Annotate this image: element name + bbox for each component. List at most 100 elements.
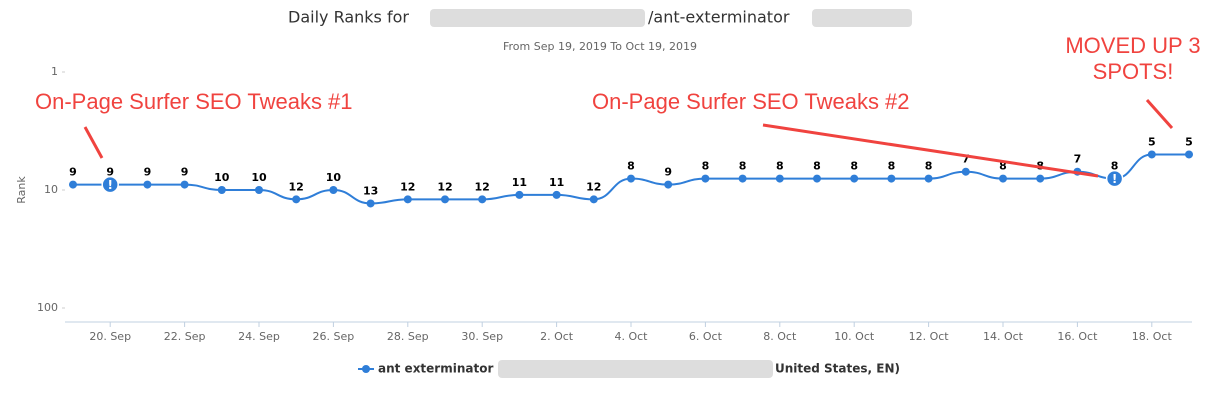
point (515, 190, 524, 199)
point (1036, 174, 1045, 183)
x-tick-label: 24. Sep (238, 330, 280, 343)
data-label: 12 (437, 180, 452, 193)
point (292, 195, 301, 204)
point (589, 195, 598, 204)
point (738, 174, 747, 183)
point (403, 195, 412, 204)
data-label: 7 (962, 153, 970, 166)
x-tick-label: 2. Oct (540, 330, 574, 343)
data-label: 8 (999, 160, 1007, 173)
arrow (1145, 99, 1174, 129)
point (478, 195, 487, 204)
data-label: 8 (850, 160, 858, 173)
point (627, 174, 635, 183)
point (441, 195, 449, 204)
x-tick-label: 20. Sep (89, 330, 131, 343)
point (552, 190, 561, 199)
chart-title: Daily Ranks for (288, 8, 409, 27)
point (1147, 150, 1156, 159)
data-label: 9 (144, 166, 152, 179)
data-label: 8 (739, 160, 747, 173)
x-tick-label: 14. Oct (983, 330, 1024, 343)
data-label: 8 (925, 160, 933, 173)
flag-text: ! (1112, 172, 1117, 186)
chart-title-suffix: /ant-exterminator (648, 8, 790, 27)
y-tick-label: 100 (37, 301, 58, 314)
legend-label: ant exterminator (378, 362, 493, 376)
point (255, 186, 263, 194)
data-label: 11 (512, 176, 527, 189)
point (850, 174, 859, 183)
x-tick-label: 26. Sep (313, 330, 355, 343)
point (813, 174, 821, 183)
data-label: 10 (214, 171, 230, 184)
data-label: 8 (1111, 160, 1119, 173)
chart-subtitle: From Sep 19, 2019 To Oct 19, 2019 (503, 40, 697, 53)
data-label: 9 (664, 166, 672, 179)
y-tick-label: 10 (44, 183, 58, 196)
blurred-text (812, 9, 912, 27)
x-tick-label: 8. Oct (763, 330, 797, 343)
x-tick-label: 22. Sep (164, 330, 206, 343)
legend-label: United States, EN) (775, 362, 900, 376)
data-label: 11 (549, 176, 564, 189)
data-label: 12 (400, 180, 415, 193)
data-label: 8 (702, 160, 710, 173)
x-tick-label: 30. Sep (461, 330, 503, 343)
point (701, 174, 710, 183)
arrow (762, 123, 1099, 178)
data-label: 12 (475, 180, 490, 193)
x-tick-label: 6. Oct (689, 330, 723, 343)
x-tick-label: 4. Oct (614, 330, 648, 343)
flag-text: ! (107, 178, 112, 192)
data-label: 12 (586, 180, 601, 193)
x-tick-label: 10. Oct (834, 330, 875, 343)
point (329, 186, 338, 194)
point (961, 167, 970, 176)
y-axis-label: Rank (15, 176, 28, 204)
data-label: 9 (106, 166, 114, 179)
data-label: 10 (326, 171, 342, 184)
data-label: 13 (363, 184, 378, 197)
data-label: 5 (1148, 135, 1156, 148)
point (775, 174, 784, 183)
point (69, 180, 77, 189)
blurred-text (430, 9, 645, 27)
x-tick-label: 12. Oct (909, 330, 950, 343)
data-label: 8 (813, 160, 821, 173)
annotation: MOVED UP 3 (1065, 33, 1200, 58)
annotation: On-Page Surfer SEO Tweaks #2 (592, 89, 910, 114)
point (887, 174, 896, 183)
point (664, 180, 673, 189)
data-label: 7 (1074, 153, 1082, 166)
point (217, 186, 226, 194)
point (1185, 150, 1193, 159)
y-tick-label: 1 (51, 65, 58, 78)
x-tick-label: 28. Sep (387, 330, 429, 343)
annotation: SPOTS! (1093, 59, 1174, 84)
flag (101, 175, 119, 194)
point (999, 174, 1007, 183)
annotations: On-Page Surfer SEO Tweaks #1 On-Page Sur… (35, 33, 1201, 178)
data-label: 9 (181, 166, 189, 179)
x-tick-label: 16. Oct (1057, 330, 1098, 343)
x-tick-label: 18. Oct (1132, 330, 1173, 343)
data-label: 9 (69, 166, 77, 179)
point (180, 180, 189, 189)
arrow (83, 126, 104, 159)
annotation: On-Page Surfer SEO Tweaks #1 (35, 89, 353, 114)
data-label: 12 (289, 180, 304, 193)
blurred-text (498, 360, 773, 378)
data-label: 8 (776, 160, 784, 173)
point (924, 174, 933, 183)
point (143, 180, 152, 189)
data-label: 8 (888, 160, 896, 173)
legend-marker (362, 365, 370, 373)
data-label: 8 (627, 160, 635, 173)
flag (1105, 169, 1124, 188)
point (366, 199, 375, 208)
data-label: 10 (251, 171, 267, 184)
data-label: 5 (1185, 135, 1193, 148)
